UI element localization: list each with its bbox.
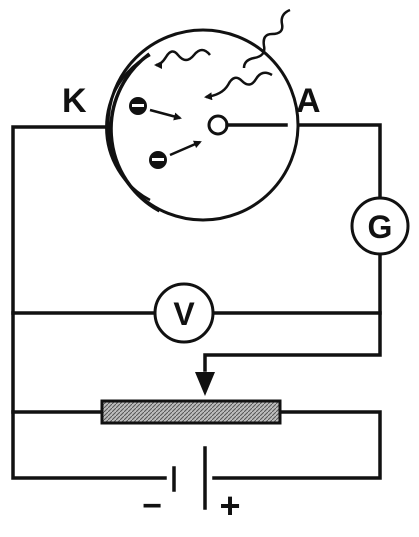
battery-negative-label: − bbox=[142, 487, 162, 525]
battery-positive-label: + bbox=[219, 485, 240, 526]
battery bbox=[172, 446, 207, 510]
galvanometer bbox=[350, 196, 410, 256]
incident-light bbox=[154, 8, 291, 101]
circuit-wires bbox=[11, 123, 382, 480]
wire-rheostat-right bbox=[212, 410, 382, 480]
light-wave-icon bbox=[154, 48, 211, 69]
anode-electrode bbox=[207, 114, 229, 136]
cathode-plate bbox=[109, 52, 161, 213]
cathode-plate-inner bbox=[105, 53, 151, 202]
light-wave-icon bbox=[242, 8, 291, 69]
electron-path-arrow bbox=[169, 140, 202, 157]
rheostat bbox=[100, 372, 282, 425]
voltmeter-label: V bbox=[173, 296, 195, 332]
light-wave-icon bbox=[204, 71, 273, 101]
phototube-envelope bbox=[106, 28, 300, 222]
electron-icon bbox=[149, 151, 167, 169]
rheostat-resistor bbox=[100, 399, 282, 425]
wire-top-left bbox=[11, 125, 167, 480]
electron-path-arrow bbox=[149, 108, 182, 121]
electron-icon bbox=[129, 97, 147, 115]
wire-right-lower bbox=[203, 253, 382, 372]
electrons bbox=[129, 97, 202, 169]
wire-top-right bbox=[284, 123, 382, 200]
anode-label: A bbox=[296, 82, 321, 120]
voltmeter bbox=[153, 282, 215, 344]
galvanometer-symbol bbox=[350, 196, 410, 256]
phototube bbox=[105, 28, 300, 222]
voltmeter-symbol bbox=[153, 282, 215, 344]
galvanometer-label: G bbox=[368, 209, 393, 245]
cathode-label: K bbox=[62, 82, 87, 120]
slider-contact-arrow bbox=[195, 372, 215, 396]
